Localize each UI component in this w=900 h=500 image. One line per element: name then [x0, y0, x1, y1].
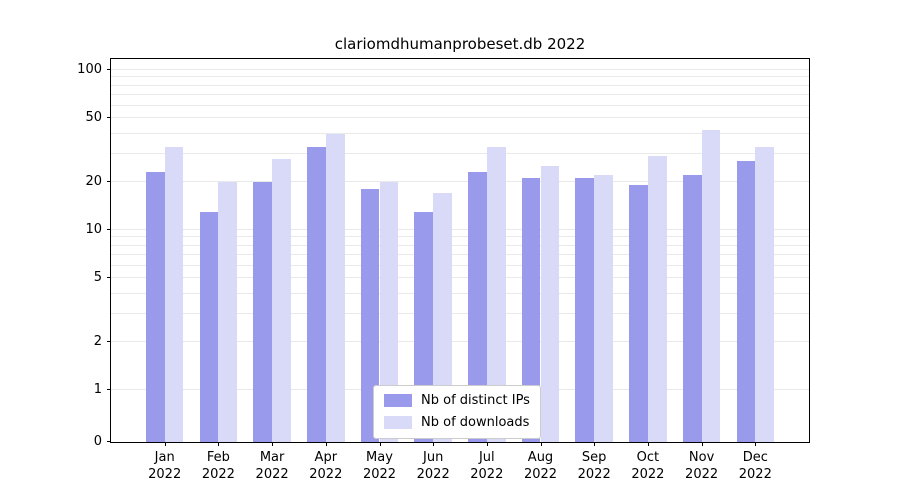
bar-distinct-ips-jul	[468, 172, 487, 442]
bar-downloads-sep	[594, 175, 613, 442]
x-tick-label: Jan 2022	[148, 450, 182, 482]
chart-title: clariomdhumanprobeset.db 2022	[334, 35, 586, 53]
bar-downloads-dec	[755, 147, 775, 442]
x-tick-label: May 2022	[362, 450, 397, 482]
x-tick-mark	[164, 442, 166, 446]
y-tick-mark	[107, 389, 111, 390]
bar-downloads-jul	[486, 147, 506, 442]
y-tick-mark	[107, 340, 111, 342]
x-tick-label: Oct 2022	[631, 450, 665, 482]
x-tick-label: Jul 2022	[470, 450, 504, 482]
y-tick-mark	[107, 117, 111, 119]
gridline	[111, 236, 809, 238]
gridline	[111, 104, 809, 106]
x-tick-label: Aug 2022	[523, 450, 558, 482]
x-tick-mark	[272, 442, 274, 446]
gridline	[111, 152, 809, 154]
y-tick-label: 100	[77, 62, 102, 77]
bar-distinct-ips-oct	[629, 185, 648, 442]
bar-distinct-ips-aug	[521, 178, 541, 442]
legend-item-distinct-ips: Nb of distinct IPs	[384, 393, 530, 408]
x-tick-mark	[540, 442, 542, 446]
y-tick-mark	[107, 277, 111, 279]
x-tick-mark	[755, 442, 757, 446]
x-tick-mark	[701, 442, 703, 446]
legend-swatch-distinct-ips	[384, 394, 412, 407]
plot-area: Nb of distinct IPs Nb of downloads 0 1 2 5 1…	[77, 58, 810, 482]
x-tick-mark	[594, 442, 596, 446]
x-tick-label: Mar 2022	[255, 450, 289, 482]
x-tick-mark	[647, 442, 649, 446]
bar-downloads-apr	[325, 133, 345, 442]
legend-label-distinct-ips: Nb of distinct IPs	[421, 393, 530, 408]
y-tick-label: 20	[85, 173, 102, 189]
bar-downloads-feb	[218, 181, 238, 442]
bar-downloads-jun	[433, 193, 452, 442]
gridline	[111, 229, 809, 230]
x-tick-mark	[486, 442, 488, 446]
y-tick-label: 1	[93, 382, 102, 397]
gridline	[111, 253, 809, 255]
y-tick-mark	[107, 69, 111, 70]
bar-distinct-ips-jun	[414, 211, 434, 442]
legend-item-downloads: Nb of downloads	[384, 415, 530, 430]
gridline	[111, 69, 809, 70]
x-tick-label: Sep 2022	[577, 450, 611, 482]
gridline	[111, 312, 809, 314]
y-tick-label: 0	[93, 434, 102, 449]
legend: Nb of distinct IPs Nb of downloads	[373, 385, 541, 439]
y-tick-label: 10	[85, 222, 102, 237]
gridline	[111, 84, 809, 86]
x-tick-mark	[433, 442, 435, 446]
gridline	[111, 132, 809, 134]
legend-swatch-downloads	[384, 416, 412, 429]
bar-distinct-ips-mar	[253, 181, 273, 442]
gridline	[111, 117, 809, 119]
x-tick-label: Dec 2022	[738, 450, 772, 482]
x-tick-mark	[325, 442, 327, 446]
y-tick-label: 2	[93, 333, 102, 349]
bar-distinct-ips-apr	[307, 147, 326, 442]
bar-distinct-ips-sep	[575, 178, 595, 442]
x-tick-label: Feb 2022	[201, 450, 235, 482]
gridline	[111, 292, 809, 294]
y-tick-label: 5	[93, 270, 102, 286]
x-tick-label: Nov 2022	[685, 450, 719, 482]
gridline	[111, 277, 809, 279]
gridline	[111, 264, 809, 266]
gridline	[111, 244, 809, 246]
gridline	[111, 93, 809, 95]
bar-downloads-may	[379, 181, 399, 442]
gridline	[111, 340, 809, 342]
bar-distinct-ips-feb	[199, 211, 219, 442]
bar-downloads-mar	[272, 158, 291, 442]
gridline	[111, 180, 809, 182]
bar-distinct-ips-dec	[736, 161, 756, 442]
x-tick-mark	[218, 442, 220, 446]
x-tick-mark	[379, 442, 381, 446]
x-tick-label: Jun 2022	[416, 450, 450, 482]
bar-downloads-nov	[701, 130, 721, 442]
bar-downloads-oct	[647, 156, 667, 442]
y-tick-mark	[107, 229, 111, 230]
bar-distinct-ips-may	[360, 189, 380, 442]
x-tick-label: Apr 2022	[309, 450, 343, 482]
bar-distinct-ips-nov	[682, 175, 702, 442]
y-tick-label: 50	[85, 110, 102, 126]
gridline	[111, 76, 809, 78]
bar-downloads-aug	[540, 166, 560, 442]
legend-label-downloads: Nb of downloads	[421, 415, 530, 430]
y-tick-mark	[107, 180, 111, 182]
bar-distinct-ips-jan	[145, 172, 165, 442]
bar-downloads-jan	[164, 147, 184, 442]
y-tick-mark	[107, 441, 111, 442]
